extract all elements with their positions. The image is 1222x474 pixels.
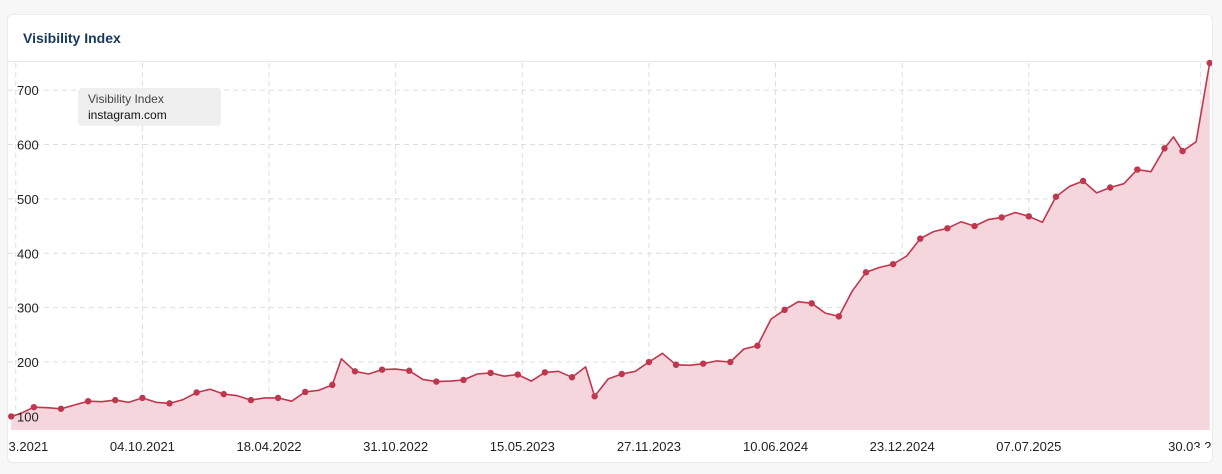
data-point xyxy=(329,381,336,389)
series-line[interactable] xyxy=(10,62,1211,418)
data-point xyxy=(220,390,227,398)
visibility-chart[interactable]: 100 200 300 400 500 600 700 22.03.2021 04.10.20… xyxy=(8,15,1212,462)
data-point xyxy=(351,368,359,375)
data-point xyxy=(862,269,870,276)
y-tick-label: 100 xyxy=(17,409,39,424)
data-point xyxy=(645,358,653,366)
data-point xyxy=(8,413,15,420)
visibility-index-card: Visibility Index 100 200 300 400 500 600 700 2… xyxy=(7,14,1213,463)
chart-legend: Visibility Index instagram.com xyxy=(78,88,221,126)
x-tick-label: 31.10.2022 xyxy=(363,439,428,454)
data-point xyxy=(1025,213,1033,220)
data-point xyxy=(193,389,200,396)
data-point xyxy=(1206,59,1212,67)
data-point xyxy=(84,397,92,405)
data-point xyxy=(57,405,65,412)
data-point xyxy=(301,388,309,396)
x-tick-label: 22.03.2021 xyxy=(8,439,48,454)
data-point xyxy=(1134,166,1141,173)
x-tick-label: 07.07.2025 xyxy=(996,439,1061,454)
data-point xyxy=(433,378,440,385)
data-point xyxy=(672,361,680,368)
data-point xyxy=(808,300,815,307)
data-point xyxy=(944,225,951,232)
data-point xyxy=(514,371,521,378)
data-point xyxy=(541,369,549,376)
data-point xyxy=(1107,184,1114,191)
data-point xyxy=(139,394,146,402)
y-axis-labels: 100 200 300 400 500 600 700 xyxy=(17,83,39,424)
data-point xyxy=(166,400,173,407)
data-point xyxy=(1161,145,1168,152)
scroll-corner-button[interactable] xyxy=(1186,448,1212,462)
data-point xyxy=(460,376,467,384)
data-point xyxy=(247,396,255,404)
data-point xyxy=(727,358,734,366)
data-point xyxy=(754,342,761,349)
y-tick-label: 500 xyxy=(17,192,39,207)
legend-domain: instagram.com xyxy=(88,108,167,122)
x-tick-label: 18.04.2022 xyxy=(236,439,301,454)
data-point xyxy=(971,222,978,230)
data-point xyxy=(591,393,598,400)
data-point xyxy=(112,396,119,404)
data-point xyxy=(889,260,897,268)
x-tick-label: 04.10.2021 xyxy=(110,439,175,454)
data-point xyxy=(274,394,282,402)
data-point xyxy=(568,374,576,381)
series-area xyxy=(11,63,1210,430)
x-axis-labels: 22.03.2021 04.10.2021 18.04.2022 31.10.2022… xyxy=(8,439,1212,454)
data-point xyxy=(406,367,413,374)
legend-title: Visibility Index xyxy=(88,92,164,106)
data-point xyxy=(378,366,386,373)
data-point xyxy=(781,306,788,314)
data-point xyxy=(699,360,707,367)
data-point xyxy=(835,313,843,320)
y-tick-label: 200 xyxy=(17,355,39,370)
y-tick-label: 600 xyxy=(17,138,39,153)
card-title: Visibility Index xyxy=(23,30,121,46)
x-tick-label: 23.12.2024 xyxy=(870,439,935,454)
data-point xyxy=(30,403,38,411)
y-tick-label: 300 xyxy=(17,301,39,316)
data-point xyxy=(618,370,625,378)
data-point xyxy=(917,235,924,242)
data-point xyxy=(1179,147,1186,155)
data-point xyxy=(487,369,494,377)
data-point xyxy=(1079,177,1087,185)
y-tick-label: 400 xyxy=(17,246,39,261)
data-point xyxy=(1052,193,1060,200)
series-markers xyxy=(8,59,1212,420)
x-tick-label: 15.05.2023 xyxy=(490,439,555,454)
x-tick-label: 10.06.2024 xyxy=(743,439,808,454)
x-tick-label: 27.11.2023 xyxy=(617,439,681,454)
card-header: Visibility Index xyxy=(8,15,1212,62)
data-point xyxy=(998,214,1005,221)
y-tick-label: 700 xyxy=(17,83,39,98)
